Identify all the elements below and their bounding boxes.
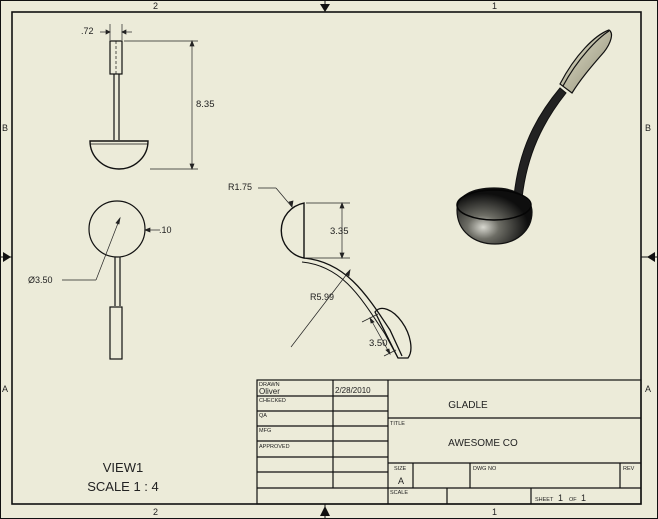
label-approved: APPROVED	[259, 444, 290, 450]
label-sheet: SHEET	[535, 497, 554, 503]
dim-bowl-dia: Ø3.50	[28, 275, 53, 285]
label-title: TITLE	[390, 421, 405, 427]
drawn-by: Oliver	[259, 387, 280, 396]
front-view	[89, 40, 149, 170]
label-scale: SCALE	[390, 490, 408, 496]
zone-label-bottom-2: 2	[153, 507, 158, 517]
label-qa: QA	[259, 413, 267, 419]
label-dwg-no: DWG NO	[473, 466, 497, 472]
dim-height: 8.35	[196, 99, 215, 110]
iso-handle	[513, 87, 567, 199]
bowl-section-arc	[280, 202, 305, 259]
isometric-view	[456, 29, 613, 245]
view-name: VIEW1	[103, 460, 143, 475]
top-view-dims	[62, 216, 160, 281]
sheet-number: 1	[558, 493, 563, 503]
top-view	[88, 200, 146, 360]
handle-grip	[109, 306, 123, 360]
label-drawn: DRAWN	[259, 382, 280, 388]
title-block	[256, 379, 642, 505]
view-scale: SCALE 1 : 4	[87, 479, 159, 494]
zone-label-right-b: B	[645, 123, 651, 133]
sheet-total: 1	[581, 493, 586, 503]
zone-label-left-a: A	[2, 384, 8, 394]
bottom-arrow	[320, 506, 330, 516]
label-size: SIZE	[394, 466, 407, 472]
iso-handle-tip	[559, 29, 613, 94]
top-arrow	[320, 4, 330, 12]
dim-top-width: .72	[81, 26, 94, 36]
front-view-dims	[100, 24, 198, 170]
zone-label-left-b: B	[2, 123, 8, 133]
size-value: A	[398, 476, 404, 486]
section-view-dims	[258, 187, 397, 357]
zone-label-top-1: 1	[492, 1, 497, 11]
centering-arrows	[3, 4, 655, 516]
dim-wall: .10	[159, 225, 172, 235]
dim-rim-radius: R1.75	[228, 182, 252, 192]
right-arrow	[647, 252, 655, 262]
tip-section	[374, 307, 412, 359]
label-of: OF	[569, 497, 577, 503]
bowl-side-profile	[89, 140, 149, 170]
part-name: GLADLE	[448, 400, 488, 411]
label-checked: CHECKED	[259, 398, 286, 404]
company-name: AWESOME CO	[448, 438, 518, 449]
bowl-top-circle	[88, 200, 146, 258]
label-rev: REV	[623, 466, 635, 472]
zone-label-right-a: A	[645, 384, 651, 394]
drawn-date: 2/28/2010	[335, 386, 371, 395]
dim-handle-radius: R5.99	[310, 292, 334, 302]
iso-bowl	[456, 187, 533, 245]
zone-label-bottom-1: 1	[492, 507, 497, 517]
label-mfg: MFG	[259, 428, 271, 434]
dim-tip-width: 3.50	[369, 338, 388, 349]
left-arrow	[3, 252, 11, 262]
section-view	[280, 202, 412, 359]
dim-bowl-depth: 3.35	[330, 226, 349, 237]
zone-label-top-2: 2	[153, 1, 158, 11]
